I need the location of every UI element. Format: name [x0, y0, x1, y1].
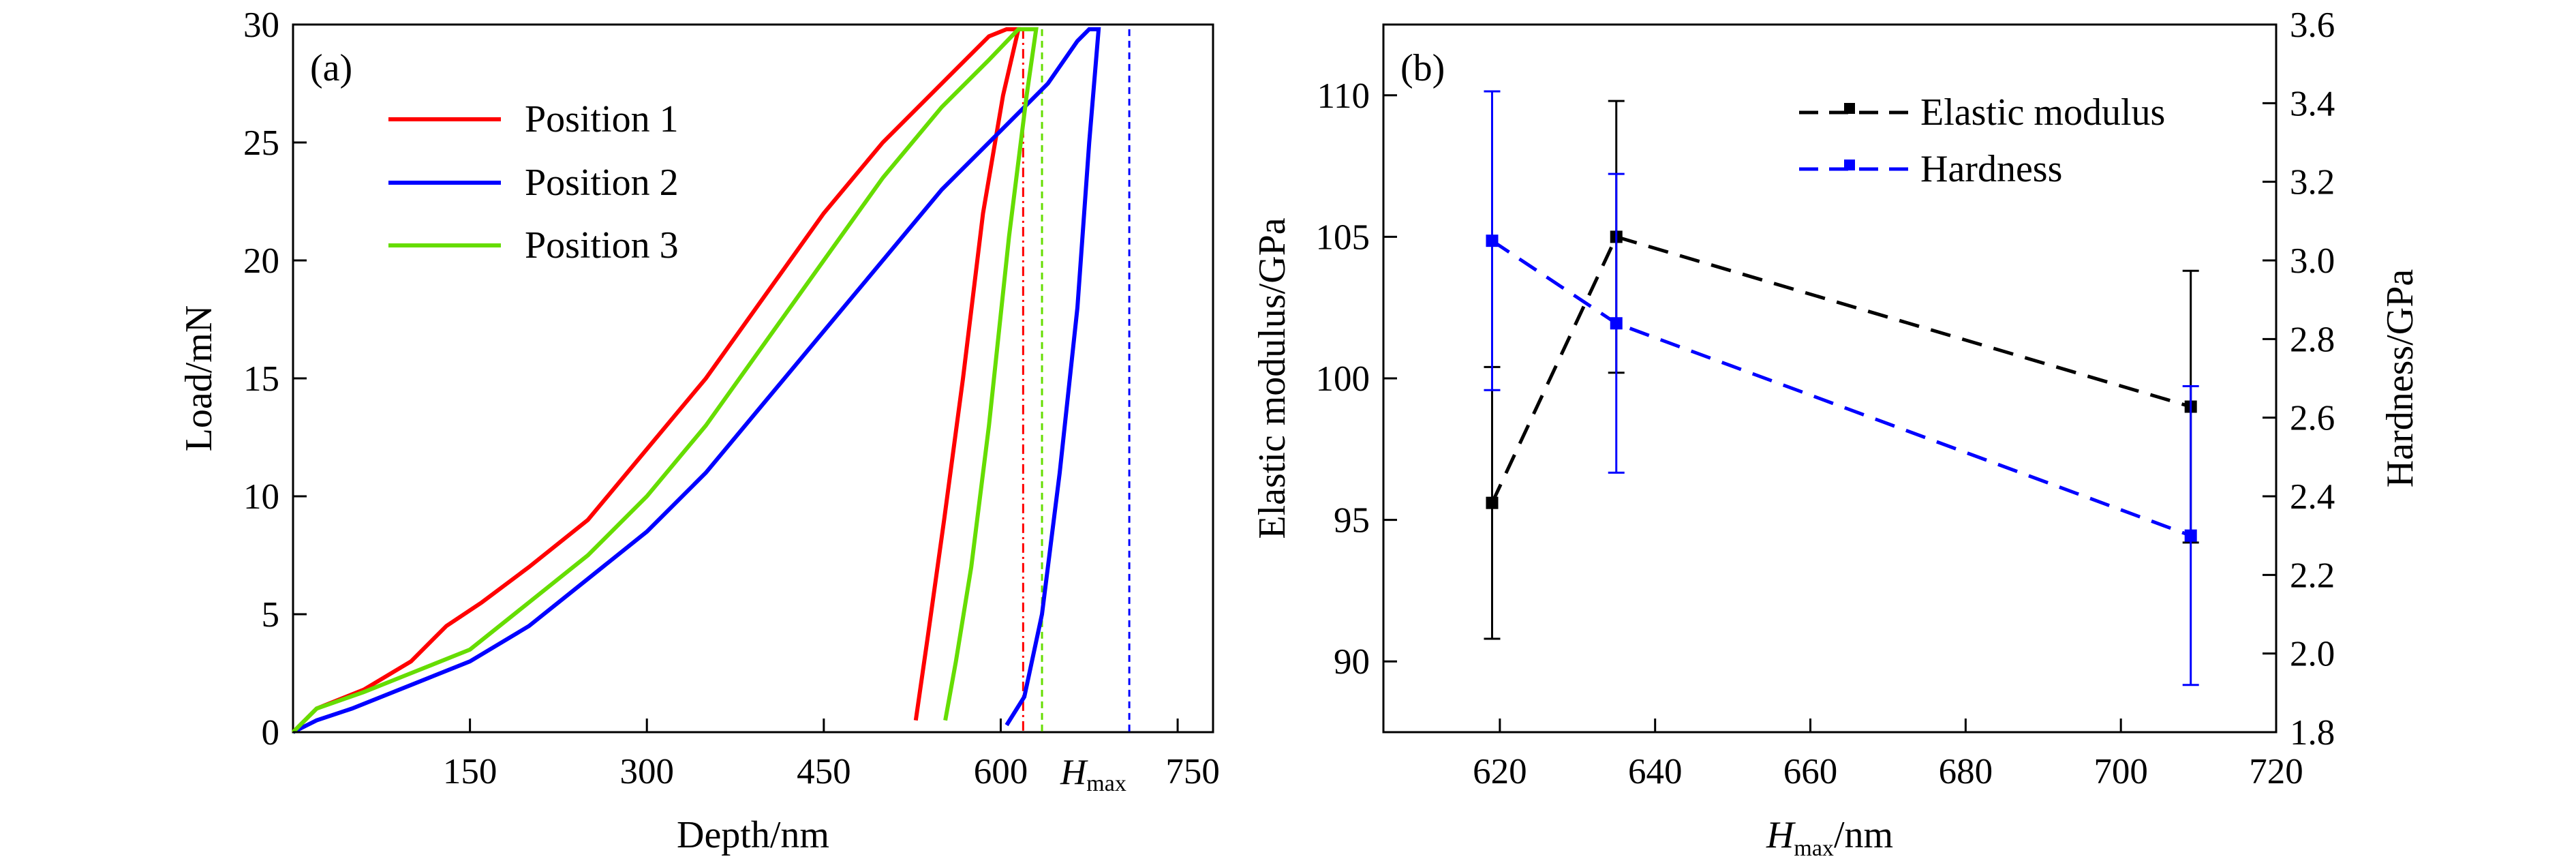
x-tick-label: 720: [2249, 752, 2303, 791]
left-y-tick-label: 100: [1316, 359, 1370, 399]
legend-label-position-3: Position 3: [525, 224, 679, 267]
x-tick-label: 640: [1628, 752, 1683, 791]
load-depth-curve-position-3: [291, 27, 1039, 734]
y-tick-label: 30: [243, 5, 279, 45]
left-y-tick-label: 110: [1317, 76, 1370, 116]
panel-b-ticks: 620 640 660 680 700 720 90 95 100 105 110 1.8 2.0 2.2…: [1316, 5, 2335, 791]
right-y-tick-label: 3.4: [2290, 84, 2335, 123]
panel-b-x-axis-title: Hmax/nm: [1766, 814, 1893, 861]
hardness-point: [2184, 529, 2197, 542]
x-tick-label: 660: [1783, 752, 1838, 791]
panel-b-legend: Elastic modulus Hardness: [1799, 91, 2165, 190]
load-depth-curve-position-1: [291, 27, 1022, 734]
legend-marker-hardness: [1844, 160, 1855, 170]
x-tick-label: 680: [1939, 752, 1993, 791]
panel-a-hmax-annotation: Hmax: [1060, 753, 1126, 796]
right-y-tick-label: 1.8: [2290, 713, 2335, 753]
left-y-tick-label: 95: [1334, 501, 1370, 541]
legend-marker-elastic-modulus: [1844, 103, 1855, 114]
panel-a-plot-frame: [292, 23, 1214, 734]
right-y-tick-label: 2.6: [2290, 399, 2335, 438]
hardness-point: [1610, 317, 1623, 330]
elastic-modulus-line: [1490, 235, 2192, 504]
x-tick-label: 620: [1473, 752, 1527, 791]
x-tick-label: 600: [974, 752, 1028, 791]
panel-a-series: [291, 27, 1101, 734]
panel-a-load-depth-chart: 150 300 450 600 750 0 5 10 15 20 25 30 (a) Depth/nm…: [178, 5, 1220, 856]
panel-b-left-y-axis-title: Elastic modulus/GPa: [1251, 217, 1293, 539]
legend-label-position-2: Position 2: [525, 162, 679, 204]
panel-b-right-y-axis-title: Hardness/GPa: [2379, 269, 2421, 488]
x-tick-label: 300: [619, 752, 674, 791]
x-tick-label: 150: [443, 752, 497, 791]
y-tick-label: 15: [243, 359, 279, 399]
load-depth-curve-position-2: [292, 27, 1101, 734]
hardness-point: [1486, 235, 1499, 247]
y-tick-label: 10: [243, 477, 279, 517]
hardness-line: [1491, 239, 2192, 538]
panel-a-legend: Position 1 Position 2 Position 3: [388, 98, 679, 267]
panel-a-label: (a): [310, 47, 352, 89]
legend-label-hardness: Hardness: [1920, 148, 2062, 190]
panel-a-x-axis-title: Depth/nm: [677, 814, 829, 856]
legend-label-position-1: Position 1: [525, 98, 679, 140]
elastic-modulus-point: [1486, 496, 1499, 509]
y-tick-label: 0: [262, 713, 280, 753]
panel-b-modulus-hardness-chart: 620 640 660 680 700 720 90 95 100 105 110 1.8 2.0 2.2…: [1251, 5, 2421, 861]
x-tick-label: 700: [2094, 752, 2148, 791]
left-y-tick-label: 90: [1334, 642, 1370, 682]
y-tick-label: 25: [243, 123, 279, 163]
left-y-tick-label: 105: [1316, 217, 1370, 257]
right-y-tick-label: 2.0: [2290, 635, 2335, 674]
right-y-tick-label: 3.2: [2290, 163, 2335, 202]
y-tick-label: 20: [243, 241, 279, 281]
right-y-tick-label: 3.6: [2290, 5, 2335, 45]
legend-label-elastic-modulus: Elastic modulus: [1920, 91, 2165, 134]
panel-a-ticks: 150 300 450 600 750 0 5 10 15 20 25 30: [243, 5, 1220, 791]
panel-b-label: (b): [1400, 47, 1445, 89]
x-tick-label: 750: [1165, 752, 1220, 791]
right-y-tick-label: 2.2: [2290, 556, 2335, 595]
panel-b-series: [1484, 90, 2199, 686]
right-y-tick-label: 3.0: [2290, 241, 2335, 281]
x-tick-label: 450: [797, 752, 851, 791]
panel-a-y-axis-title: Load/mN: [178, 305, 220, 452]
right-y-tick-label: 2.4: [2290, 477, 2335, 517]
y-tick-label: 5: [262, 595, 280, 635]
right-y-tick-label: 2.8: [2290, 320, 2335, 359]
